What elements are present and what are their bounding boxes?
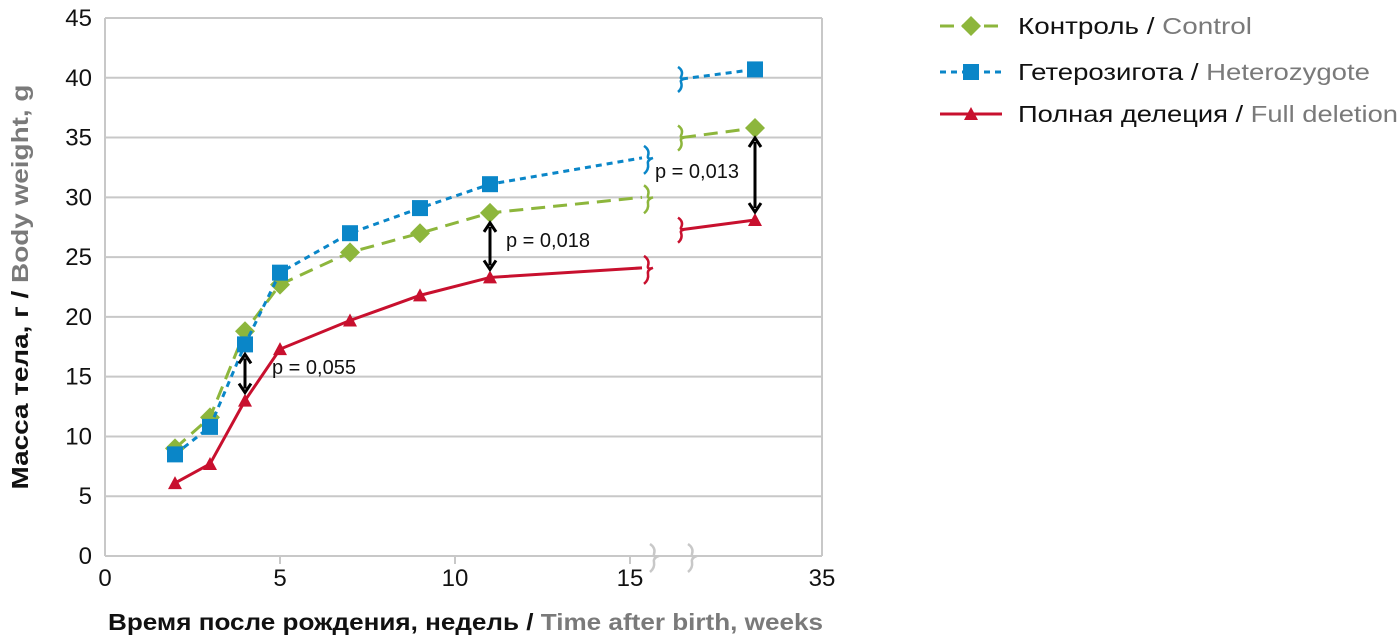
annotations: p = 0,055 p = 0,018 p = 0,013 <box>237 135 763 396</box>
svg-text:Гетерозигота / Heterozygote: Гетерозигота / Heterozygote <box>1018 59 1370 85</box>
line-break-icon <box>643 144 654 175</box>
p-value-label: p = 0,013 <box>655 161 739 183</box>
line-break-icon <box>643 254 654 285</box>
arrow-head-icon <box>747 202 763 215</box>
triangle-marker <box>273 342 287 356</box>
triangle-marker <box>238 393 252 407</box>
legend-label-ru: Контроль / <box>1018 13 1162 39</box>
legend-label-ru: Гетерозигота / <box>1018 59 1206 85</box>
series-full-deletion <box>168 213 762 490</box>
series-lines <box>165 61 765 490</box>
p-value-annotation: p = 0,018 <box>482 220 590 273</box>
y-tick-label: 10 <box>65 423 92 450</box>
square-marker <box>167 446 183 463</box>
y-tick-label: 45 <box>65 5 92 32</box>
legend-label-en: Control <box>1162 13 1252 39</box>
y-tick-label: 0 <box>79 543 92 570</box>
x-tick-labels: 0 5 10 15 35 <box>98 565 835 592</box>
arrow-head-icon <box>482 220 498 233</box>
arrow-head-icon <box>237 351 253 365</box>
line-break-icon <box>643 184 654 215</box>
triangle-marker <box>964 107 978 120</box>
legend-item-full-deletion: Полная делеция / Full deletion <box>940 101 1398 127</box>
y-tick-labels: 0 5 10 15 20 25 30 35 40 45 <box>65 5 92 570</box>
line-break-icon <box>677 124 685 152</box>
y-axis-label-ru: Масса тела, г / <box>7 283 33 490</box>
triangle-marker <box>748 213 762 227</box>
diamond-marker <box>745 117 765 138</box>
x-axis-label-ru: Время после рождения, недель / <box>108 609 541 635</box>
legend-item-heterozygote: Гетерозигота / Heterozygote <box>940 59 1370 85</box>
y-tick-label: 15 <box>65 364 92 391</box>
x-axis-label-en: Time after birth, weeks <box>541 609 823 635</box>
series-line-after-break <box>681 218 756 232</box>
diamond-marker <box>340 242 360 263</box>
square-marker <box>482 176 498 193</box>
svg-text:Контроль / Control: Контроль / Control <box>1018 13 1252 39</box>
triangle-marker <box>483 270 497 284</box>
square-marker <box>412 200 428 217</box>
y-axis-label-en: Body weight, g <box>7 85 33 283</box>
y-tick-label: 5 <box>79 483 92 510</box>
diamond-marker <box>410 223 430 244</box>
svg-text:Полная делеция / Full deletion: Полная делеция / Full deletion <box>1018 101 1398 127</box>
axis-break-icon <box>649 542 660 573</box>
y-tick-label: 20 <box>65 304 92 331</box>
p-value-annotation: p = 0,013 <box>655 135 763 215</box>
line-break-icon <box>677 65 685 93</box>
p-value-label: p = 0,018 <box>506 230 590 252</box>
triangle-marker <box>343 313 357 327</box>
x-tick-label: 0 <box>98 565 111 592</box>
p-value-annotation: p = 0,055 <box>237 351 356 396</box>
gridlines <box>104 17 823 573</box>
arrow-head-icon <box>747 135 763 148</box>
y-tick-label: 35 <box>65 125 92 152</box>
legend-label-en: Full deletion <box>1251 101 1398 127</box>
square-marker <box>747 61 763 78</box>
x-tick-label: 5 <box>273 565 286 592</box>
series-line <box>174 266 643 485</box>
triangle-marker <box>203 456 217 470</box>
square-marker <box>237 336 253 353</box>
p-value-label: p = 0,055 <box>272 357 356 379</box>
legend-label-ru: Полная делеция / <box>1018 101 1251 127</box>
arrow-head-icon <box>237 382 253 396</box>
triangle-marker <box>413 288 427 302</box>
axis-break-icon <box>687 542 698 573</box>
series-line-after-break <box>681 126 756 140</box>
series-heterozygote <box>167 61 763 463</box>
y-tick-label: 30 <box>65 184 92 211</box>
square-marker <box>963 64 979 80</box>
series-line-after-break <box>681 67 756 81</box>
legend: Контроль / Control Гетерозигота / Hetero… <box>940 13 1398 127</box>
x-tick-label: 10 <box>442 565 469 592</box>
line-break-icon <box>677 216 685 244</box>
series-line <box>174 156 643 456</box>
triangle-marker <box>168 476 182 490</box>
x-tick-label: 15 <box>617 565 644 592</box>
series-control <box>165 117 765 459</box>
diamond-marker <box>961 16 981 36</box>
x-axis-label: Время после рождения, недель / Time afte… <box>108 609 823 635</box>
series-line <box>174 195 643 450</box>
y-tick-label: 25 <box>65 244 92 271</box>
square-marker <box>342 225 358 242</box>
arrow-head-icon <box>482 259 498 273</box>
y-tick-label: 40 <box>65 65 92 92</box>
y-axis-label: Масса тела, г / Body weight, g <box>7 85 33 490</box>
legend-label-en: Heterozygote <box>1206 59 1370 85</box>
diamond-marker <box>480 202 500 223</box>
legend-item-control: Контроль / Control <box>940 13 1252 39</box>
square-marker <box>272 264 288 281</box>
square-marker <box>202 418 218 435</box>
x-tick-label: 35 <box>809 565 836 592</box>
